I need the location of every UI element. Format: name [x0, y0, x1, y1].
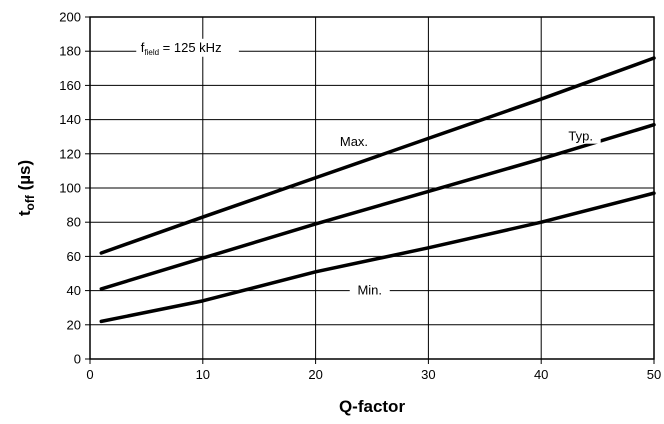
x-tick-label: 30: [421, 367, 435, 382]
x-axis-title: Q-factor: [339, 397, 406, 416]
y-axis-title-main: t: [15, 210, 34, 216]
y-axis-title-unit: (µs): [15, 160, 34, 195]
y-tick-label: 60: [67, 249, 81, 264]
y-tick-label: 40: [67, 283, 81, 298]
series-label: Max.: [340, 134, 368, 149]
x-tick-label: 50: [647, 367, 661, 382]
x-tick-label: 10: [196, 367, 210, 382]
y-tick-label: 200: [59, 10, 81, 25]
series-label: Typ.: [568, 129, 593, 144]
y-tick-labels: 0 20 40 60 80 100 120 140 160 180 200: [59, 10, 90, 367]
x-tick-labels: 0 10 20 30 40 50: [86, 359, 661, 382]
x-tick-label: 20: [308, 367, 322, 382]
y-tick-label: 140: [59, 112, 81, 127]
x-tick-label: 40: [534, 367, 548, 382]
x-tick-label: 0: [86, 367, 93, 382]
series-line-typ: [99, 122, 656, 291]
series-label-bg: [349, 281, 390, 298]
y-tick-label: 180: [59, 44, 81, 59]
field-frequency-annotation: ffield = 125 kHz: [141, 40, 222, 57]
y-tick-label: 100: [59, 181, 81, 196]
series-label-bg: [333, 132, 374, 149]
y-axis-title: toff (µs): [15, 160, 37, 216]
annotation-sub: field: [144, 48, 159, 57]
grid: [90, 17, 654, 359]
series-line-min: [99, 191, 656, 324]
annotation-rest: = 125 kHz: [159, 40, 222, 55]
series-label-bg: [560, 127, 601, 144]
series-labels: Max. Typ. Min.: [333, 127, 601, 298]
y-tick-label: 120: [59, 146, 81, 161]
series-lines: [99, 56, 656, 324]
annotation-main: f: [141, 40, 145, 55]
y-axis-title-sub: off: [23, 194, 37, 210]
series-label: Min.: [357, 283, 382, 298]
series-line-max: [99, 56, 656, 255]
annotation-box: ffield = 125 kHz: [136, 38, 239, 57]
y-tick-label: 160: [59, 78, 81, 93]
y-tick-label: 20: [67, 317, 81, 332]
y-tick-label: 80: [67, 215, 81, 230]
y-tick-label: 0: [74, 352, 81, 367]
